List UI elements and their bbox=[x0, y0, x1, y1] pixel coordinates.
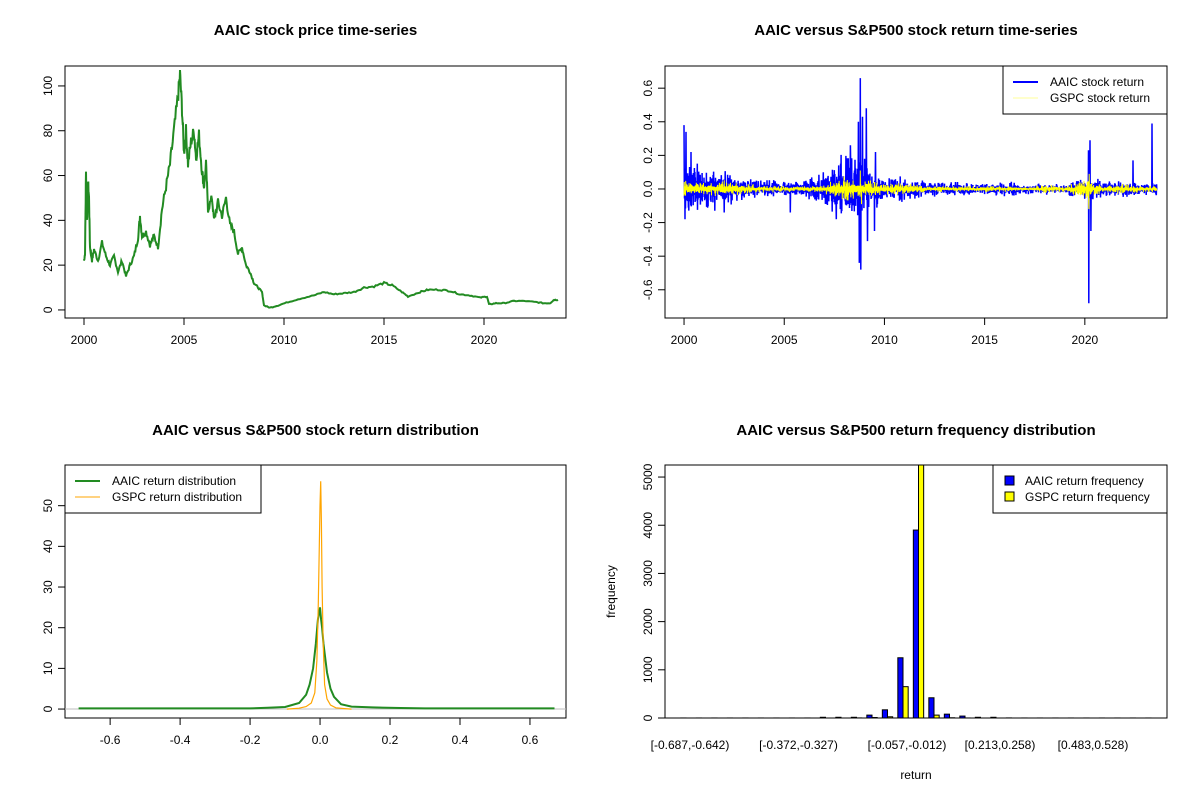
aaic-bar bbox=[912, 529, 919, 719]
y-tick-label: 0.0 bbox=[641, 180, 655, 197]
legend-swatch bbox=[1004, 475, 1015, 486]
legend-label: GSPC return distribution bbox=[112, 490, 242, 504]
gspc-return-line bbox=[683, 170, 1158, 210]
y-tick-label: -0.2 bbox=[641, 212, 655, 233]
y-tick-label: 60 bbox=[41, 169, 55, 183]
aaic-bar bbox=[881, 709, 888, 719]
aaic-bar bbox=[974, 716, 981, 719]
chart-title: AAIC versus S&P500 stock return distribu… bbox=[152, 422, 479, 439]
y-axis-label: frequency bbox=[604, 565, 618, 618]
x-tick-label: [0.483,0.528) bbox=[1058, 738, 1129, 752]
panel-2: AAIC versus S&P500 stock return time-ser… bbox=[641, 22, 1168, 347]
gspc-bar bbox=[887, 716, 894, 719]
panel-4: AAIC versus S&P500 return frequency dist… bbox=[604, 422, 1168, 782]
y-tick-label: 100 bbox=[41, 76, 55, 96]
x-axis-label: return bbox=[900, 768, 931, 782]
plot-box bbox=[664, 65, 1168, 319]
aaic-bar bbox=[866, 714, 873, 719]
x-tick-label: 0.2 bbox=[382, 733, 399, 747]
plot-box bbox=[64, 65, 567, 319]
y-tick-label: 30 bbox=[41, 580, 55, 594]
y-tick-label: 0.2 bbox=[641, 147, 655, 164]
aaic-bar bbox=[959, 715, 966, 719]
y-tick-label: 1000 bbox=[641, 656, 655, 683]
legend-label: AAIC return frequency bbox=[1025, 474, 1144, 488]
y-tick-label: 40 bbox=[41, 539, 55, 553]
x-tick-label: [-0.057,-0.012) bbox=[868, 738, 947, 752]
x-tick-label: -0.6 bbox=[100, 733, 121, 747]
legend-box bbox=[992, 464, 1168, 514]
legend-label: GSPC return frequency bbox=[1025, 490, 1150, 504]
y-tick-label: 0 bbox=[641, 714, 655, 721]
x-tick-label: 2005 bbox=[171, 333, 198, 347]
x-tick-label: 2010 bbox=[871, 333, 898, 347]
y-tick-label: 50 bbox=[41, 499, 55, 513]
chart-title: AAIC versus S&P500 stock return time-ser… bbox=[754, 22, 1077, 39]
legend-box bbox=[1002, 65, 1168, 115]
x-tick-label: 0.6 bbox=[522, 733, 539, 747]
y-tick-label: 0 bbox=[41, 705, 55, 712]
y-tick-label: 4000 bbox=[641, 512, 655, 539]
gspc-density-line bbox=[286, 481, 352, 710]
gspc-bar bbox=[902, 686, 909, 719]
legend-label: AAIC stock return bbox=[1050, 75, 1144, 89]
x-tick-label: -0.2 bbox=[240, 733, 261, 747]
x-tick-label: 2010 bbox=[271, 333, 298, 347]
aaic-bar bbox=[990, 716, 997, 719]
x-tick-label: 2020 bbox=[1071, 333, 1098, 347]
y-tick-label: 40 bbox=[41, 213, 55, 227]
aaic-bar bbox=[928, 697, 935, 719]
aaic-density-line bbox=[78, 607, 555, 710]
gspc-bar bbox=[933, 714, 940, 719]
y-tick-label: 80 bbox=[41, 124, 55, 138]
chart-title: AAIC stock price time-series bbox=[214, 22, 417, 39]
legend-swatch bbox=[1004, 491, 1015, 502]
aaic-bar bbox=[819, 716, 826, 719]
aaic-bar bbox=[835, 716, 842, 719]
y-tick-label: 5000 bbox=[641, 463, 655, 490]
x-tick-label: 0.0 bbox=[312, 733, 329, 747]
x-tick-label: 2005 bbox=[771, 333, 798, 347]
legend-label: GSPC stock return bbox=[1050, 91, 1150, 105]
x-tick-label: -0.4 bbox=[170, 733, 191, 747]
legend-box bbox=[64, 464, 262, 514]
gspc-bar bbox=[918, 464, 925, 719]
x-tick-label: [0.213,0.258) bbox=[965, 738, 1036, 752]
y-tick-label: 3000 bbox=[641, 560, 655, 587]
y-tick-label: -0.4 bbox=[641, 246, 655, 267]
x-tick-label: [-0.372,-0.327) bbox=[759, 738, 838, 752]
plot-box bbox=[64, 464, 567, 719]
y-tick-label: 10 bbox=[41, 661, 55, 675]
y-tick-label: 2000 bbox=[641, 608, 655, 635]
y-tick-label: 0.6 bbox=[641, 80, 655, 97]
x-tick-label: 2000 bbox=[71, 333, 98, 347]
x-tick-label: 2015 bbox=[371, 333, 398, 347]
aaic-bar bbox=[897, 657, 904, 719]
y-tick-label: 0 bbox=[41, 306, 55, 313]
legend-label: AAIC return distribution bbox=[112, 474, 236, 488]
x-tick-label: 0.4 bbox=[452, 733, 469, 747]
y-tick-label: 0.4 bbox=[641, 113, 655, 130]
aaic-bar bbox=[850, 716, 857, 719]
x-tick-label: 2020 bbox=[471, 333, 498, 347]
aaic-price-line bbox=[83, 69, 559, 309]
x-tick-label: 2015 bbox=[971, 333, 998, 347]
x-tick-label: 2000 bbox=[671, 333, 698, 347]
y-tick-label: 20 bbox=[41, 621, 55, 635]
aaic-bar bbox=[943, 713, 950, 719]
y-tick-label: 20 bbox=[41, 258, 55, 272]
x-tick-label: [-0.687,-0.642) bbox=[651, 738, 730, 752]
panel-3: AAIC versus S&P500 stock return distribu… bbox=[41, 422, 567, 747]
y-tick-label: -0.6 bbox=[641, 279, 655, 300]
chart-title: AAIC versus S&P500 return frequency dist… bbox=[736, 422, 1095, 439]
